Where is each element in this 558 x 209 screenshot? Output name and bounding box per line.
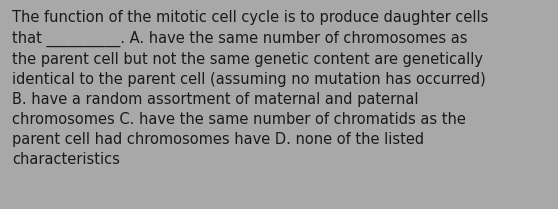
Text: The function of the mitotic cell cycle is to produce daughter cells
that _______: The function of the mitotic cell cycle i…: [12, 10, 489, 167]
